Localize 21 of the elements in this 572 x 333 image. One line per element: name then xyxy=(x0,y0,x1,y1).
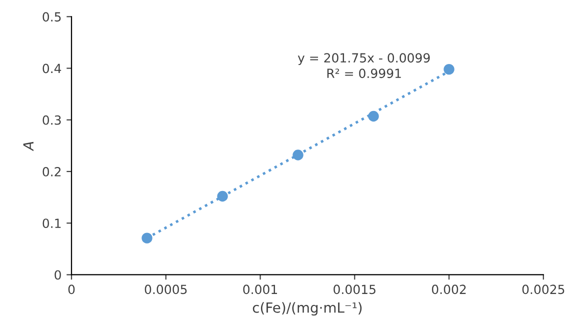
x-axis-title: c(Fe)/(mg·mL⁻¹) xyxy=(252,302,362,316)
y-axis-title: A xyxy=(23,142,34,152)
x-tick-label: 0.001 xyxy=(243,284,277,294)
x-tick-label: 0.0025 xyxy=(522,284,564,294)
point xyxy=(292,150,304,160)
annotation: R² = 0.9991 xyxy=(327,68,401,78)
point xyxy=(368,110,379,122)
y-tick-label: 0 xyxy=(54,270,61,280)
point xyxy=(142,232,152,244)
x-tick-label: 0 xyxy=(68,284,75,294)
y-tick-label: 0.3 xyxy=(42,115,61,125)
x-tick-label: 0.002 xyxy=(432,284,466,294)
y-tick-label: 0.5 xyxy=(42,12,61,22)
y-tick-label: 0.4 xyxy=(42,64,62,74)
point xyxy=(444,64,454,75)
x-tick-label: 0.0015 xyxy=(334,284,376,294)
y-tick-label: 0.2 xyxy=(42,166,61,176)
x-tick-label: 0.0005 xyxy=(144,284,187,294)
y-tick-label: 0.1 xyxy=(42,218,61,228)
annotation: y = 201.75x - 0.0099 xyxy=(298,53,430,66)
point xyxy=(217,190,228,202)
